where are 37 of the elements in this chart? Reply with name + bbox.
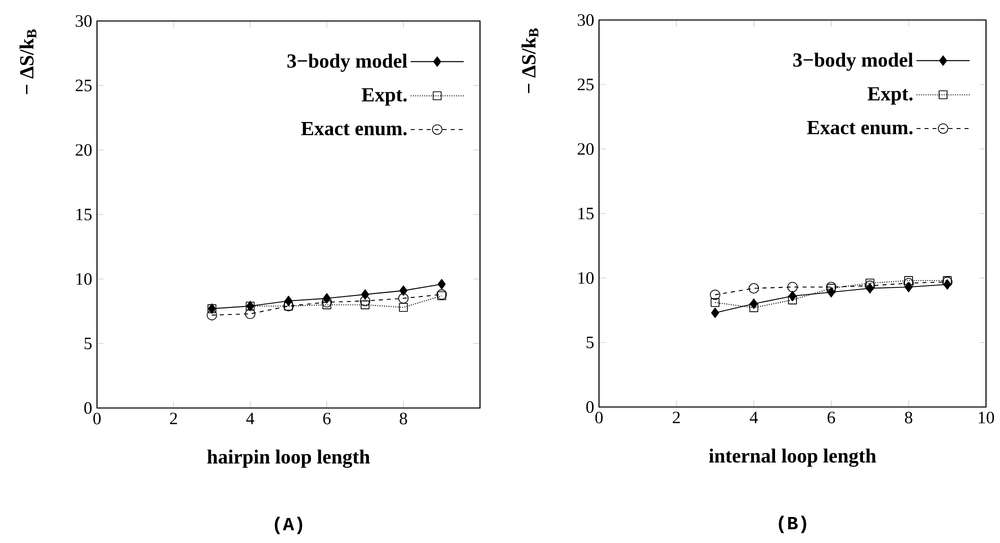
- x-tick-label: 2: [170, 412, 177, 424]
- y-tick-label: 10: [76, 273, 92, 285]
- x-tick-label: 4: [246, 412, 254, 424]
- legend-label: 3−body model: [793, 52, 914, 71]
- y-tick-label: 5: [84, 338, 92, 350]
- legend-label: 3−body model: [287, 54, 408, 72]
- y-tick-label: 0: [84, 402, 92, 414]
- x-tick-label: 8: [400, 412, 408, 424]
- x-tick-label: 0: [595, 412, 603, 424]
- y-tick-label: 5: [586, 336, 594, 348]
- y-tick-label: 20: [76, 144, 92, 156]
- y-tick-label: 30: [76, 15, 92, 27]
- y-tick-label: 20: [578, 143, 594, 155]
- x-tick-label: 6: [828, 412, 836, 424]
- x-axis-title: internal loop length: [709, 448, 876, 467]
- y-axis-title: − ΔS/k$_{B}$: [522, 28, 538, 94]
- y-tick-label: 15: [76, 208, 92, 220]
- y-tick-label: 10: [578, 272, 594, 284]
- text: (A): [274, 516, 302, 534]
- y-axis-title: − ΔS/k$_{B}$: [20, 29, 36, 94]
- legend-label: Expt.: [868, 87, 913, 105]
- y-tick-label: 15: [578, 208, 594, 220]
- x-tick-label: 2: [672, 412, 680, 424]
- legend-label: Exact enum.: [807, 121, 913, 134]
- x-tick-label: 10: [978, 412, 994, 424]
- x-axis-title: hairpin loop length: [207, 450, 370, 468]
- y-tick-label: 0: [586, 401, 594, 413]
- legend-label: Expt.: [362, 88, 407, 106]
- legend-label: Exact enum.: [301, 122, 407, 136]
- y-tick-label: 25: [76, 80, 92, 92]
- text: (B): [778, 516, 806, 534]
- x-tick-label: 4: [750, 412, 758, 424]
- x-tick-label: 8: [904, 412, 912, 424]
- y-tick-label: 30: [578, 14, 594, 26]
- x-tick-label: 6: [323, 412, 331, 424]
- x-tick-label: 0: [93, 412, 101, 424]
- y-tick-label: 25: [578, 78, 594, 90]
